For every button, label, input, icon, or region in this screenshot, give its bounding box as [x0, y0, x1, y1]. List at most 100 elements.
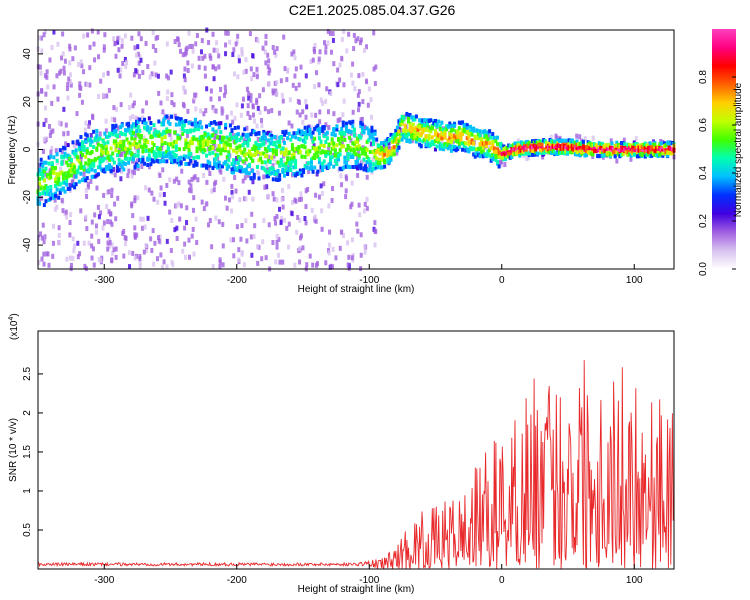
spectrogram-ridge-cell — [243, 140, 247, 145]
spectrogram-ridge-cell — [111, 151, 115, 156]
spectrogram-noise-cell — [262, 174, 266, 180]
spectrogram-ridge-cell — [289, 161, 293, 166]
spectrogram-ridge-cell — [578, 149, 582, 154]
spectrogram-noise-cell — [336, 82, 340, 88]
spectrogram-ridge-cell — [537, 145, 541, 150]
spectrogram-ridge-cell — [233, 135, 237, 140]
spectrogram-ridge-cell — [519, 151, 523, 156]
spectrogram-ridge-cell — [74, 174, 78, 179]
spectrogram-ridge-cell — [378, 143, 382, 148]
spectrogram-noise-cell — [113, 201, 117, 207]
spectrogram-noise-cell — [231, 194, 235, 200]
spectrogram-noise-cell — [68, 182, 72, 188]
spectrogram-ridge-cell — [306, 128, 310, 133]
spectrogram-noise-cell — [338, 62, 342, 68]
spectrogram-noise-cell — [192, 195, 196, 201]
spectrogram-noise-cell — [329, 90, 333, 96]
spectrogram-ridge-cell — [437, 137, 441, 142]
spectrogram-noise-cell — [134, 133, 138, 139]
spectrogram-ridge-cell — [263, 146, 267, 151]
spectrogram-ridge-cell — [216, 161, 220, 166]
spectrogram-ridge-cell — [561, 150, 565, 155]
spectrogram-noise-cell — [241, 178, 245, 184]
spectrogram-ridge-cell — [406, 118, 410, 123]
spectrogram-ridge-cell — [152, 123, 156, 128]
spectrogram-ridge-cell — [42, 169, 46, 174]
spectrogram-ridge-cell — [434, 139, 437, 144]
spectrogram-ridge-cell — [391, 146, 395, 151]
spectrogram-ridge-cell — [150, 146, 154, 151]
spectrogram-ridge-cell — [475, 151, 479, 156]
spectrogram-ridge-cell — [50, 161, 54, 166]
spectrogram-noise-cell — [104, 128, 108, 134]
spectrogram-noise-cell — [318, 119, 322, 125]
spectrogram-ridge-cell — [42, 202, 46, 207]
spectrogram-noise-cell — [126, 173, 130, 179]
spectrogram-noise-cell — [322, 40, 326, 46]
spectrogram-ridge-cell — [90, 139, 94, 144]
spectrogram-noise-cell — [365, 205, 369, 211]
spectrogram-ridge-cell — [575, 146, 579, 151]
spectrogram-noise-cell — [202, 206, 206, 212]
spectrogram-noise-cell — [215, 143, 219, 149]
spectrogram-noise-cell — [280, 215, 284, 221]
spectrogram-noise-cell — [107, 87, 111, 93]
spectrogram-noise-cell — [172, 102, 176, 108]
spectrogram-ridge-cell — [593, 146, 596, 151]
spectrogram-ridge-cell — [403, 123, 407, 128]
spectrogram-noise-cell — [88, 65, 92, 71]
spectrogram-ridge-cell — [565, 146, 569, 151]
spectrogram-ridge-cell — [262, 142, 266, 147]
spectrogram-noise-cell — [296, 214, 300, 220]
spectrogram-ridge-cell — [632, 150, 636, 155]
spectrogram-ridge-cell — [623, 147, 627, 152]
spectrogram-ridge-cell — [263, 153, 267, 158]
spectrogram-noise-cell — [329, 263, 333, 269]
spectrogram-ridge-cell — [645, 153, 649, 158]
spectrogram-noise-cell — [93, 57, 97, 63]
spectrogram-ridge-cell — [343, 160, 347, 165]
spectrogram-ridge-cell — [333, 148, 337, 153]
spectrogram-noise-cell — [363, 160, 367, 166]
spectrogram-ridge-cell — [281, 146, 285, 151]
spectrogram-ridge-cell — [170, 158, 174, 163]
spectrogram-noise-cell — [255, 169, 259, 175]
spectrogram-noise-cell — [120, 43, 124, 49]
spectrogram-noise-cell — [370, 114, 374, 120]
spectrogram-ridge-cell — [459, 135, 463, 140]
spectrogram-ridge-cell — [271, 142, 275, 147]
spectrogram-ridge-cell — [410, 115, 414, 120]
spectrogram-ridge-cell — [236, 165, 240, 170]
spectrogram-ridge-cell — [465, 136, 469, 141]
spectrogram-noise-cell — [243, 159, 247, 165]
spectrogram-ridge-cell — [569, 150, 573, 155]
spectrogram-noise-cell — [287, 120, 291, 126]
spectrogram-noise-cell — [60, 197, 64, 203]
spectrogram-ridge-cell — [635, 147, 639, 152]
spectrogram-ridge-cell — [478, 142, 482, 147]
spectrogram-ridge-cell — [112, 139, 116, 144]
spectrogram-ridge-cell — [472, 141, 476, 146]
spectrogram-noise-cell — [168, 209, 172, 215]
spectrogram-ridge-cell — [235, 138, 239, 143]
spectrogram-noise-cell — [169, 69, 173, 75]
spectrogram-ridge-cell — [486, 130, 490, 135]
spectrogram-ridge-cell — [503, 152, 507, 157]
spectrogram-ridge-cell — [179, 161, 183, 166]
spectrogram-ridge-cell — [634, 152, 638, 157]
spectrogram-noise-cell — [52, 29, 56, 35]
spectrogram-ridge-cell — [429, 118, 433, 123]
spectrogram-noise-cell — [251, 53, 255, 59]
spectrogram-ridge-cell — [61, 186, 65, 191]
spectrogram-noise-cell — [60, 148, 64, 154]
spectrogram-ridge-cell — [295, 146, 299, 151]
spectrogram-ridge-cell — [197, 141, 201, 146]
spectrogram-noise-cell — [153, 60, 157, 66]
spectrogram-noise-cell — [247, 95, 251, 101]
spectrogram-ridge-cell — [607, 147, 611, 152]
spectrogram-noise-cell — [144, 247, 148, 253]
spectrogram-ridge-cell — [111, 123, 115, 128]
spectrogram-noise-cell — [235, 102, 239, 108]
spectrogram-ridge-cell — [337, 157, 341, 162]
spectrogram-ridge-cell — [197, 155, 201, 160]
